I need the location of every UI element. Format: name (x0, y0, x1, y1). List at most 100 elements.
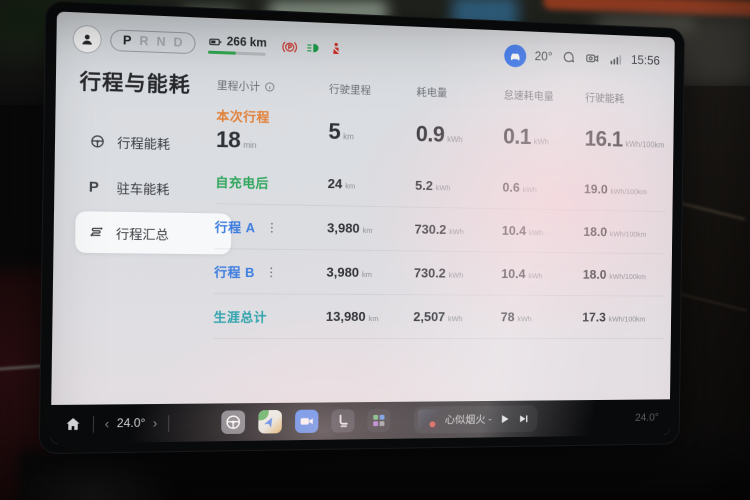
dock-divider (167, 414, 169, 432)
sidebar-item[interactable]: 行程能耗 (76, 120, 232, 165)
gear-r: R (139, 33, 150, 49)
signal-icon (608, 51, 623, 67)
navigation-app-icon[interactable] (257, 409, 282, 434)
user-icon (79, 31, 95, 47)
seatbelt-warning-icon (329, 41, 344, 57)
trip-row-label-cell: 本次行程 18 min (216, 105, 329, 156)
trip-row-label-cell: 行程 B ⋮ (214, 261, 327, 281)
row-menu-icon[interactable]: ⋮ (265, 264, 278, 279)
metric-value: 0.1 kWh (502, 123, 549, 150)
column-header: 耗电量 (416, 85, 448, 99)
gear-d: D (173, 34, 184, 50)
sidebar-item-label: 驻车能耗 (116, 181, 170, 197)
seat-app-icon[interactable] (330, 409, 355, 433)
metric-value: 18.0 kWh/100km (583, 224, 647, 240)
video-app-icon[interactable] (294, 409, 319, 434)
dashcam-icon[interactable] (584, 50, 599, 66)
temp-down-chevron-icon[interactable]: ‹ (104, 415, 110, 432)
metric-value: 10.4 kWh (501, 222, 544, 239)
metric-value: 24 km (327, 175, 356, 192)
clock: 15:56 (630, 53, 660, 68)
metric-value: 19.0 kWh/100km (583, 181, 648, 197)
metric-value: 730.2 kWh (413, 265, 464, 281)
trip-row-label: 行程 A (214, 220, 256, 236)
trip-row-label-cell: 行程 A ⋮ (215, 216, 328, 237)
sidebar-item-label: 行程能耗 (117, 135, 171, 152)
car-door-panel (678, 86, 750, 500)
range-bar (207, 50, 266, 56)
trip-row: 生涯总计 13,980 km 2,507 kWh 78 kWh 17.3 kWh/100km (213, 294, 665, 340)
row-menu-icon[interactable]: ⋮ (265, 219, 279, 235)
metric-value: 0.9 kWh (415, 121, 463, 147)
gear-n: N (156, 34, 167, 50)
trip-row-label: 生涯总计 (213, 310, 268, 325)
sidebar-item-label: 行程汇总 (115, 226, 169, 242)
metric-value: 5 km (328, 118, 354, 145)
steering-wheel-icon (224, 413, 242, 431)
dock-apps (220, 408, 391, 435)
metric-value: 13,980 km (325, 308, 379, 324)
column-header: 行驶里程 (328, 82, 372, 97)
sidebar-item[interactable]: 行程汇总 (74, 211, 232, 255)
passenger-temp-value[interactable]: 24.0° (634, 411, 659, 424)
metric-value: 10.4 kWh (501, 266, 543, 282)
wheel-shadow (18, 450, 168, 500)
steering-wheel-icon (89, 133, 105, 149)
connected-car-icon (508, 48, 523, 63)
metric-value: 18.0 kWh/100km (582, 266, 646, 282)
outside-temperature: 20° (534, 49, 553, 64)
battery-icon (208, 34, 223, 49)
trip-row: 行程 A ⋮ 3,980 km 730.2 kWh 10.4 kWh 18.0 kWh/100km (214, 204, 666, 255)
metric-value: 5.2 kWh (415, 177, 451, 194)
metric-value: 730.2 kWh (414, 221, 464, 237)
trip-table: 里程小计 行驶里程 耗电量 怠速耗电量 行驶能耗 本次行程 18 min 5 km 0.9 kWh 0… (210, 63, 674, 403)
trip-duration: 18 min (215, 126, 257, 153)
sidebar: 行程与能耗 行程能耗 P 驻车能耗行程汇总 (51, 57, 232, 405)
low-beam-icon (305, 40, 320, 56)
app-grid-icon[interactable] (366, 408, 391, 433)
voice-chat-icon[interactable] (561, 49, 576, 65)
page-title: 行程与能耗 (79, 70, 191, 98)
driver-climate-control[interactable]: ‹ 24.0° › (104, 415, 158, 432)
profile-avatar[interactable] (73, 25, 101, 53)
column-header: 怠速耗电量 (503, 88, 554, 103)
parking-icon: P (88, 177, 99, 195)
temp-up-chevron-icon[interactable]: › (152, 415, 158, 431)
metric-value: 17.3 kWh/100km (582, 309, 646, 325)
home-button[interactable] (64, 415, 83, 433)
range-bar-fill (207, 50, 236, 55)
track-title: 心似烟火 - (444, 413, 492, 427)
metric-value: 3,980 km (326, 264, 373, 280)
column-header: 行驶能耗 (585, 91, 625, 105)
trip-row: 行程 B ⋮ 3,980 km 730.2 kWh 10.4 kWh 18.0 kWh/100km (213, 249, 665, 297)
play-icon[interactable] (498, 413, 511, 426)
sidebar-item[interactable]: P 驻车能耗 (76, 165, 232, 209)
dock: ‹ 24.0° › 心似烟火 - 24. (50, 399, 671, 444)
range-value: 266 km (226, 35, 267, 50)
connected-car-button[interactable] (503, 43, 527, 68)
info-icon[interactable] (264, 81, 275, 93)
metric-value: 16.1 kWh/100km (584, 126, 665, 152)
driver-temp-value: 24.0° (116, 417, 146, 430)
vehicle-app-icon[interactable] (220, 410, 245, 435)
route-icon (88, 224, 104, 240)
dock-divider (92, 415, 95, 433)
gear-p: P (122, 32, 133, 48)
trip-row-label: 本次行程 (216, 108, 270, 125)
trip-row-label-cell: 生涯总计 (213, 306, 326, 326)
trip-row-label-cell: 自充电后 (215, 171, 328, 193)
trip-row-label: 自充电后 (215, 175, 270, 191)
music-widget[interactable]: 心似烟火 - (413, 405, 538, 434)
album-art (417, 409, 439, 431)
next-track-icon[interactable] (517, 412, 530, 425)
column-header: 里程小计 (217, 77, 329, 96)
battery-range: 266 km (207, 34, 267, 56)
metric-value: 2,507 kWh (413, 309, 463, 325)
metric-value: 78 kWh (500, 309, 532, 325)
metric-value: 3,980 km (326, 220, 373, 236)
metric-value: 0.6 kWh (502, 179, 537, 195)
